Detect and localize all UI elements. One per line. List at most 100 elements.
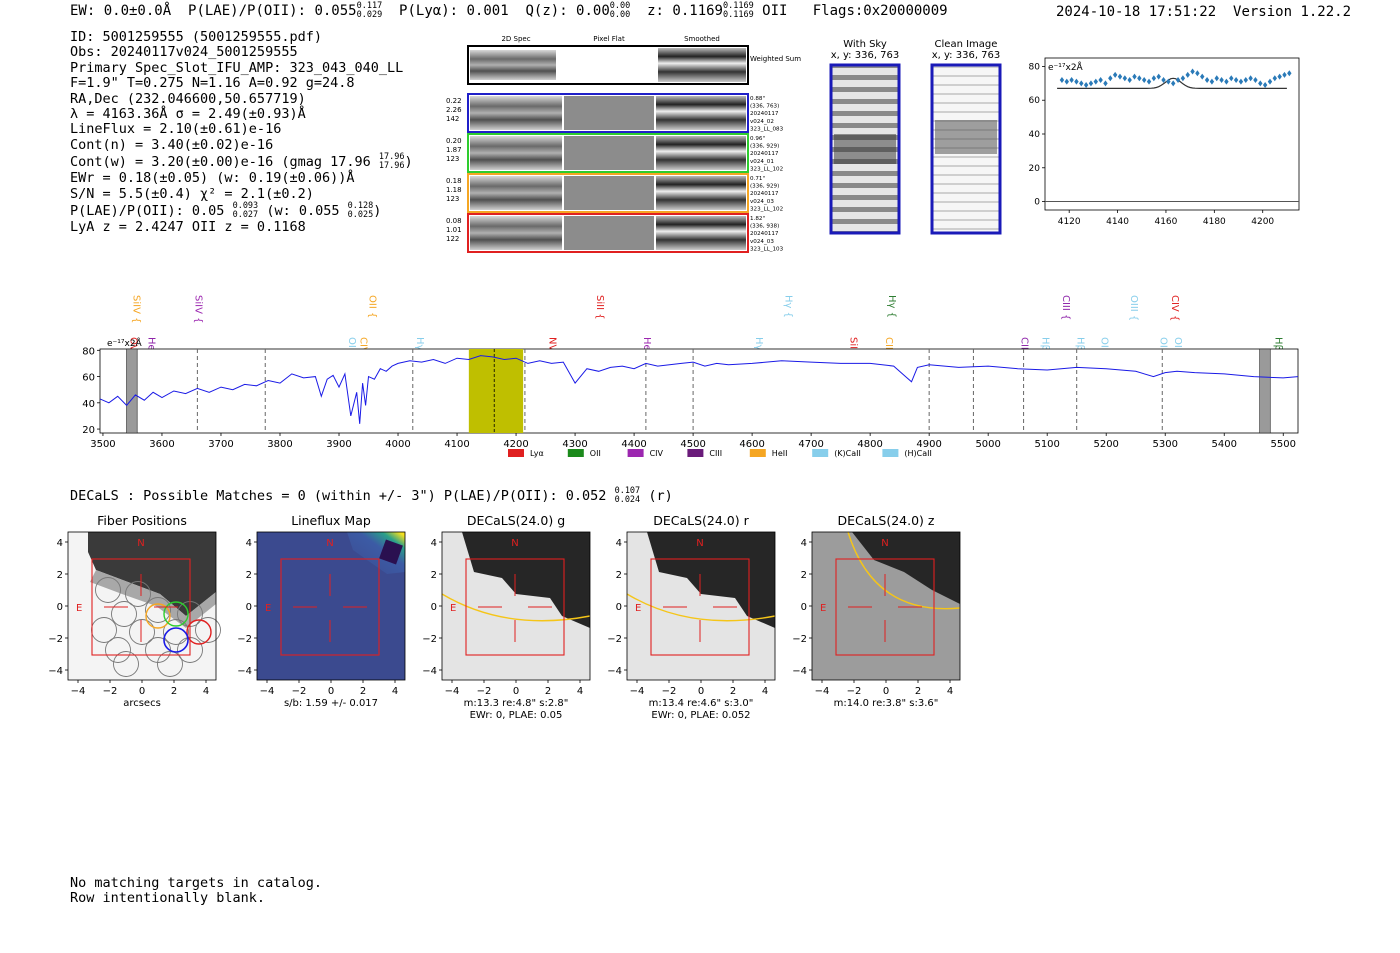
zoom-data-point	[1204, 76, 1210, 83]
image-panels: Fiber Positions N E −4 −2 0 2 4 4 2 0 −2 −4 arcsecs Li…	[48, 513, 961, 721]
spec-xtick-label: 5500	[1271, 439, 1296, 450]
catalog-line-2: Row intentionally blank.	[70, 890, 266, 907]
emission-line-label: CIV {	[1169, 295, 1180, 321]
cutout-meta: v024_03	[750, 199, 774, 205]
zoom-ytick-label: 60	[1029, 96, 1041, 106]
cutout-meta: 20240117	[750, 151, 779, 157]
datetime: 2024-10-18 17:51:22	[1056, 4, 1217, 20]
panel-caption-2: EWr: 0, PLAE: 0.052	[651, 710, 750, 721]
info-lya: LyA z = 2.4247 OII z = 0.1168	[70, 219, 306, 236]
panel-xtick-label: 0	[698, 686, 704, 697]
z-lo: 0.1169	[722, 10, 754, 20]
cutout-meta: 323_LL_103	[750, 246, 784, 252]
info-radec: RA,Dec (232.046600,50.657719)	[70, 90, 306, 107]
info-lineflux: LineFlux = 2.10(±0.61)e-16	[70, 121, 282, 138]
image-panel: DECaLS(24.0) g N E −4 −2 0 2 4 4 2 0 −2 −4 m:13.3 re:…	[422, 513, 591, 721]
panel-ytick-label: 0	[57, 602, 63, 613]
cutout-meta: v024_01	[750, 159, 774, 165]
spec-xtick-label: 5200	[1093, 439, 1118, 450]
info-contn: Cont(n) = 3.40(±0.02)e-16	[70, 136, 274, 153]
plae-text: P(LAE)/P(OII): 0.05	[70, 203, 225, 220]
emission-line-label: Hγ {	[783, 295, 794, 318]
zoom-data-point	[1190, 68, 1195, 75]
masked-region	[1259, 348, 1271, 434]
cutout-meta: (336, 929)	[750, 144, 779, 150]
panel-xtick-label: −4	[71, 686, 86, 697]
panel-xtick-label: 2	[171, 686, 177, 697]
panel-xtick-label: −4	[815, 686, 830, 697]
contw-lo: 17.96	[378, 161, 405, 172]
cutout-meta: 0.96"	[750, 136, 765, 142]
decals-lo: 0.024	[614, 495, 641, 505]
panel-xtick-label: 4	[577, 686, 583, 697]
panel-ytick-label: −4	[792, 666, 807, 677]
emission-line-label: CII {	[1019, 337, 1030, 359]
north-marker: N	[881, 538, 888, 549]
z-line: OII	[762, 3, 788, 19]
legend-swatch	[508, 449, 524, 457]
detection-info: ID: 5001259555 (5001259555.pdf) Obs: 202…	[70, 29, 413, 236]
zoom-data-point	[1059, 76, 1065, 83]
main-spectrum-chart: SiIV {OVI {HeII {SiIV {OII {CIV {OII {Hγ…	[82, 295, 1299, 458]
zoom-ytick-label: 0	[1034, 198, 1040, 208]
zoom-data-point	[1282, 71, 1287, 78]
panel-xtick-label: 2	[730, 686, 736, 697]
cutout-meta: 20240117	[750, 191, 779, 197]
weighted-sum-strip: Weighted Sum	[467, 45, 801, 85]
panel-xtick-label: −2	[103, 686, 118, 697]
panel-caption: m:13.3 re:4.8" s:2.8"	[464, 698, 569, 709]
cutout-meta: 1.82"	[750, 216, 765, 222]
panel-xtick-label: −2	[292, 686, 307, 697]
panel-ytick-label: 2	[246, 570, 252, 581]
cutout-meta: (336, 929)	[750, 184, 779, 190]
emission-line-label: Hγ {	[414, 337, 425, 360]
image-panel: DECaLS(24.0) r N E −4 −2 0 2 4 4 2 0 −2 −4 m:13.4 re:…	[607, 513, 776, 721]
panel-xtick-label: 4	[392, 686, 398, 697]
header-line: EW: 0.0±0.0Å P(LAE)/P(OII): 0.0550.117 0.…	[70, 2, 948, 20]
emission-line-label: SiIV {	[131, 295, 142, 323]
zoom-xtick-label: 4120	[1058, 217, 1081, 227]
cutout-meta: 323_LL_102	[750, 206, 783, 212]
qz-lo: 0.00	[609, 10, 631, 20]
spectrum-ylabel: e⁻¹⁷x2Å	[107, 337, 143, 349]
panel-xtick-label: 4	[203, 686, 209, 697]
plae-w: (w: 0.055	[266, 203, 340, 220]
cutout-meta: v024_02	[750, 119, 774, 125]
aperture-ellipse	[626, 593, 776, 622]
emission-line-label: OII {	[367, 295, 378, 318]
cutout-meta: 20240117	[750, 231, 779, 237]
legend-label: HeII	[772, 449, 788, 458]
zoom-data-point	[1214, 75, 1219, 82]
panel-ytick-label: 4	[616, 538, 622, 549]
legend-swatch	[812, 449, 829, 457]
panel-ytick-label: −2	[607, 634, 622, 645]
spec-xtick-label: 4100	[444, 439, 469, 450]
spec-xtick-label: 4800	[857, 439, 882, 450]
cutout-stat: 122	[446, 235, 459, 243]
zoom-data-point	[1253, 76, 1258, 83]
zoom-data-point	[1229, 75, 1234, 82]
panel-ytick-label: −2	[422, 634, 437, 645]
panel-ytick-label: 4	[801, 538, 807, 549]
zoom-data-point	[1200, 73, 1205, 80]
panel-xtick-label: 4	[762, 686, 768, 697]
contw-text: Cont(w) = 3.20(±0.00)e-16 (gmag 17.96	[70, 154, 371, 171]
spec-xtick-label: 4500	[680, 439, 705, 450]
cutout-meta: 323_LL_102	[750, 166, 783, 172]
spec-xtick-label: 4400	[621, 439, 646, 450]
zoom-data-point	[1103, 80, 1108, 87]
center-box	[835, 558, 935, 656]
decals-band: (r)	[648, 488, 673, 504]
legend-label: CIV	[650, 449, 664, 458]
center-box	[650, 558, 750, 656]
contw-hi: 17.96	[378, 152, 405, 163]
decals-line: DECaLS : Possible Matches = 0 (within +/…	[70, 487, 673, 505]
info-plae: P(LAE)/P(OII): 0.05 0.093 0.027 (w: 0.055…	[70, 201, 382, 221]
zoom-xtick-label: 4180	[1203, 217, 1226, 227]
spec-xtick-label: 3800	[267, 439, 292, 450]
panel-ytick-label: 0	[801, 602, 807, 613]
panel-title: DECaLS(24.0) z	[838, 513, 935, 528]
cutout-stat: 0.08	[446, 217, 462, 225]
